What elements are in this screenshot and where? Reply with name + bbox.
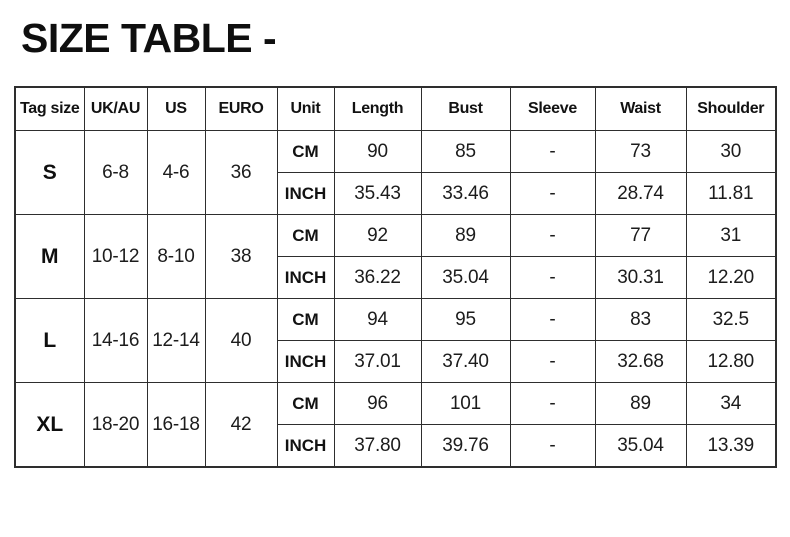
euro-value: 42 — [204, 382, 278, 468]
uk-au-value: 18-20 — [83, 382, 148, 468]
shoulder-value: 34 — [685, 382, 777, 426]
table-row-l-inch: INCH 37.01 37.40 - 32.68 12.80 — [15, 340, 777, 384]
table-row-xl-inch: INCH 37.80 39.76 - 35.04 13.39 — [15, 424, 777, 468]
length-value: 92 — [333, 214, 422, 258]
bust-value: 39.76 — [420, 424, 511, 468]
sleeve-value: - — [509, 340, 596, 384]
unit-label-cm: CM — [276, 298, 335, 342]
bust-value: 95 — [420, 298, 511, 342]
bust-value: 89 — [420, 214, 511, 258]
sleeve-value: - — [509, 130, 596, 174]
us-value: 16-18 — [146, 382, 206, 468]
size-tag-l: L — [14, 298, 85, 384]
bust-value: 101 — [420, 382, 511, 426]
sleeve-value: - — [509, 382, 596, 426]
table-row-m-cm: M 10-12 8-10 38 CM 92 89 - 77 31 — [14, 214, 777, 300]
unit-label-inch: INCH — [276, 340, 335, 384]
length-value: 35.43 — [333, 172, 422, 216]
waist-value: 32.68 — [594, 340, 687, 384]
header-us: US — [146, 86, 206, 132]
length-value: 37.80 — [333, 424, 422, 468]
us-value: 4-6 — [146, 130, 206, 216]
header-sleeve: Sleeve — [509, 86, 596, 132]
waist-value: 89 — [594, 382, 687, 426]
unit-label-inch: INCH — [276, 424, 335, 468]
length-value: 90 — [333, 130, 422, 174]
table-row-l-cm: L 14-16 12-14 40 CM 94 95 - 83 32.5 — [14, 298, 777, 384]
unit-label-cm: CM — [276, 382, 335, 426]
header-length: Length — [333, 86, 422, 132]
size-table: Tag size UK/AU US EURO Unit Length Bust … — [14, 86, 777, 469]
header-unit: Unit — [276, 86, 335, 132]
waist-value: 77 — [594, 214, 687, 258]
uk-au-value: 10-12 — [83, 214, 148, 300]
unit-label-cm: CM — [276, 130, 335, 174]
waist-value: 83 — [594, 298, 687, 342]
length-value: 94 — [333, 298, 422, 342]
sleeve-value: - — [509, 172, 596, 216]
table-row-xl-cm: XL 18-20 16-18 42 CM 96 101 - 89 34 — [14, 382, 777, 468]
waist-value: 73 — [594, 130, 687, 174]
euro-value: 40 — [204, 298, 278, 384]
shoulder-value: 11.81 — [685, 172, 777, 216]
us-value: 8-10 — [146, 214, 206, 300]
page-title: SIZE TABLE - — [21, 15, 277, 61]
bust-value: 35.04 — [420, 256, 511, 300]
unit-label-inch: INCH — [276, 256, 335, 300]
size-tag-m: M — [14, 214, 85, 300]
waist-value: 28.74 — [594, 172, 687, 216]
sleeve-value: - — [509, 298, 596, 342]
uk-au-value: 6-8 — [83, 130, 148, 216]
header-tag-size: Tag size — [14, 86, 85, 132]
header-shoulder: Shoulder — [685, 86, 777, 132]
header-waist: Waist — [594, 86, 687, 132]
bust-value: 33.46 — [420, 172, 511, 216]
table-row-m-inch: INCH 36.22 35.04 - 30.31 12.20 — [15, 256, 777, 300]
unit-label-cm: CM — [276, 214, 335, 258]
shoulder-value: 12.20 — [685, 256, 777, 300]
uk-au-value: 14-16 — [83, 298, 148, 384]
euro-value: 36 — [204, 130, 278, 216]
sleeve-value: - — [509, 424, 596, 468]
bust-value: 85 — [420, 130, 511, 174]
euro-value: 38 — [204, 214, 278, 300]
bust-value: 37.40 — [420, 340, 511, 384]
table-row-s-inch: INCH 35.43 33.46 - 28.74 11.81 — [15, 172, 777, 216]
header-row: Tag size UK/AU US EURO Unit Length Bust … — [14, 86, 777, 132]
header-uk-au: UK/AU — [83, 86, 148, 132]
table-row-s-cm: S 6-8 4-6 36 CM 90 85 - 73 30 — [14, 130, 777, 216]
shoulder-value: 13.39 — [685, 424, 777, 468]
header-bust: Bust — [420, 86, 511, 132]
unit-label-inch: INCH — [276, 172, 335, 216]
shoulder-value: 30 — [685, 130, 777, 174]
length-value: 36.22 — [333, 256, 422, 300]
sleeve-value: - — [509, 256, 596, 300]
shoulder-value: 32.5 — [685, 298, 777, 342]
us-value: 12-14 — [146, 298, 206, 384]
sleeve-value: - — [509, 214, 596, 258]
length-value: 37.01 — [333, 340, 422, 384]
waist-value: 35.04 — [594, 424, 687, 468]
header-euro: EURO — [204, 86, 278, 132]
shoulder-value: 12.80 — [685, 340, 777, 384]
size-tag-xl: XL — [14, 382, 85, 468]
waist-value: 30.31 — [594, 256, 687, 300]
length-value: 96 — [333, 382, 422, 426]
size-tag-s: S — [14, 130, 85, 216]
shoulder-value: 31 — [685, 214, 777, 258]
